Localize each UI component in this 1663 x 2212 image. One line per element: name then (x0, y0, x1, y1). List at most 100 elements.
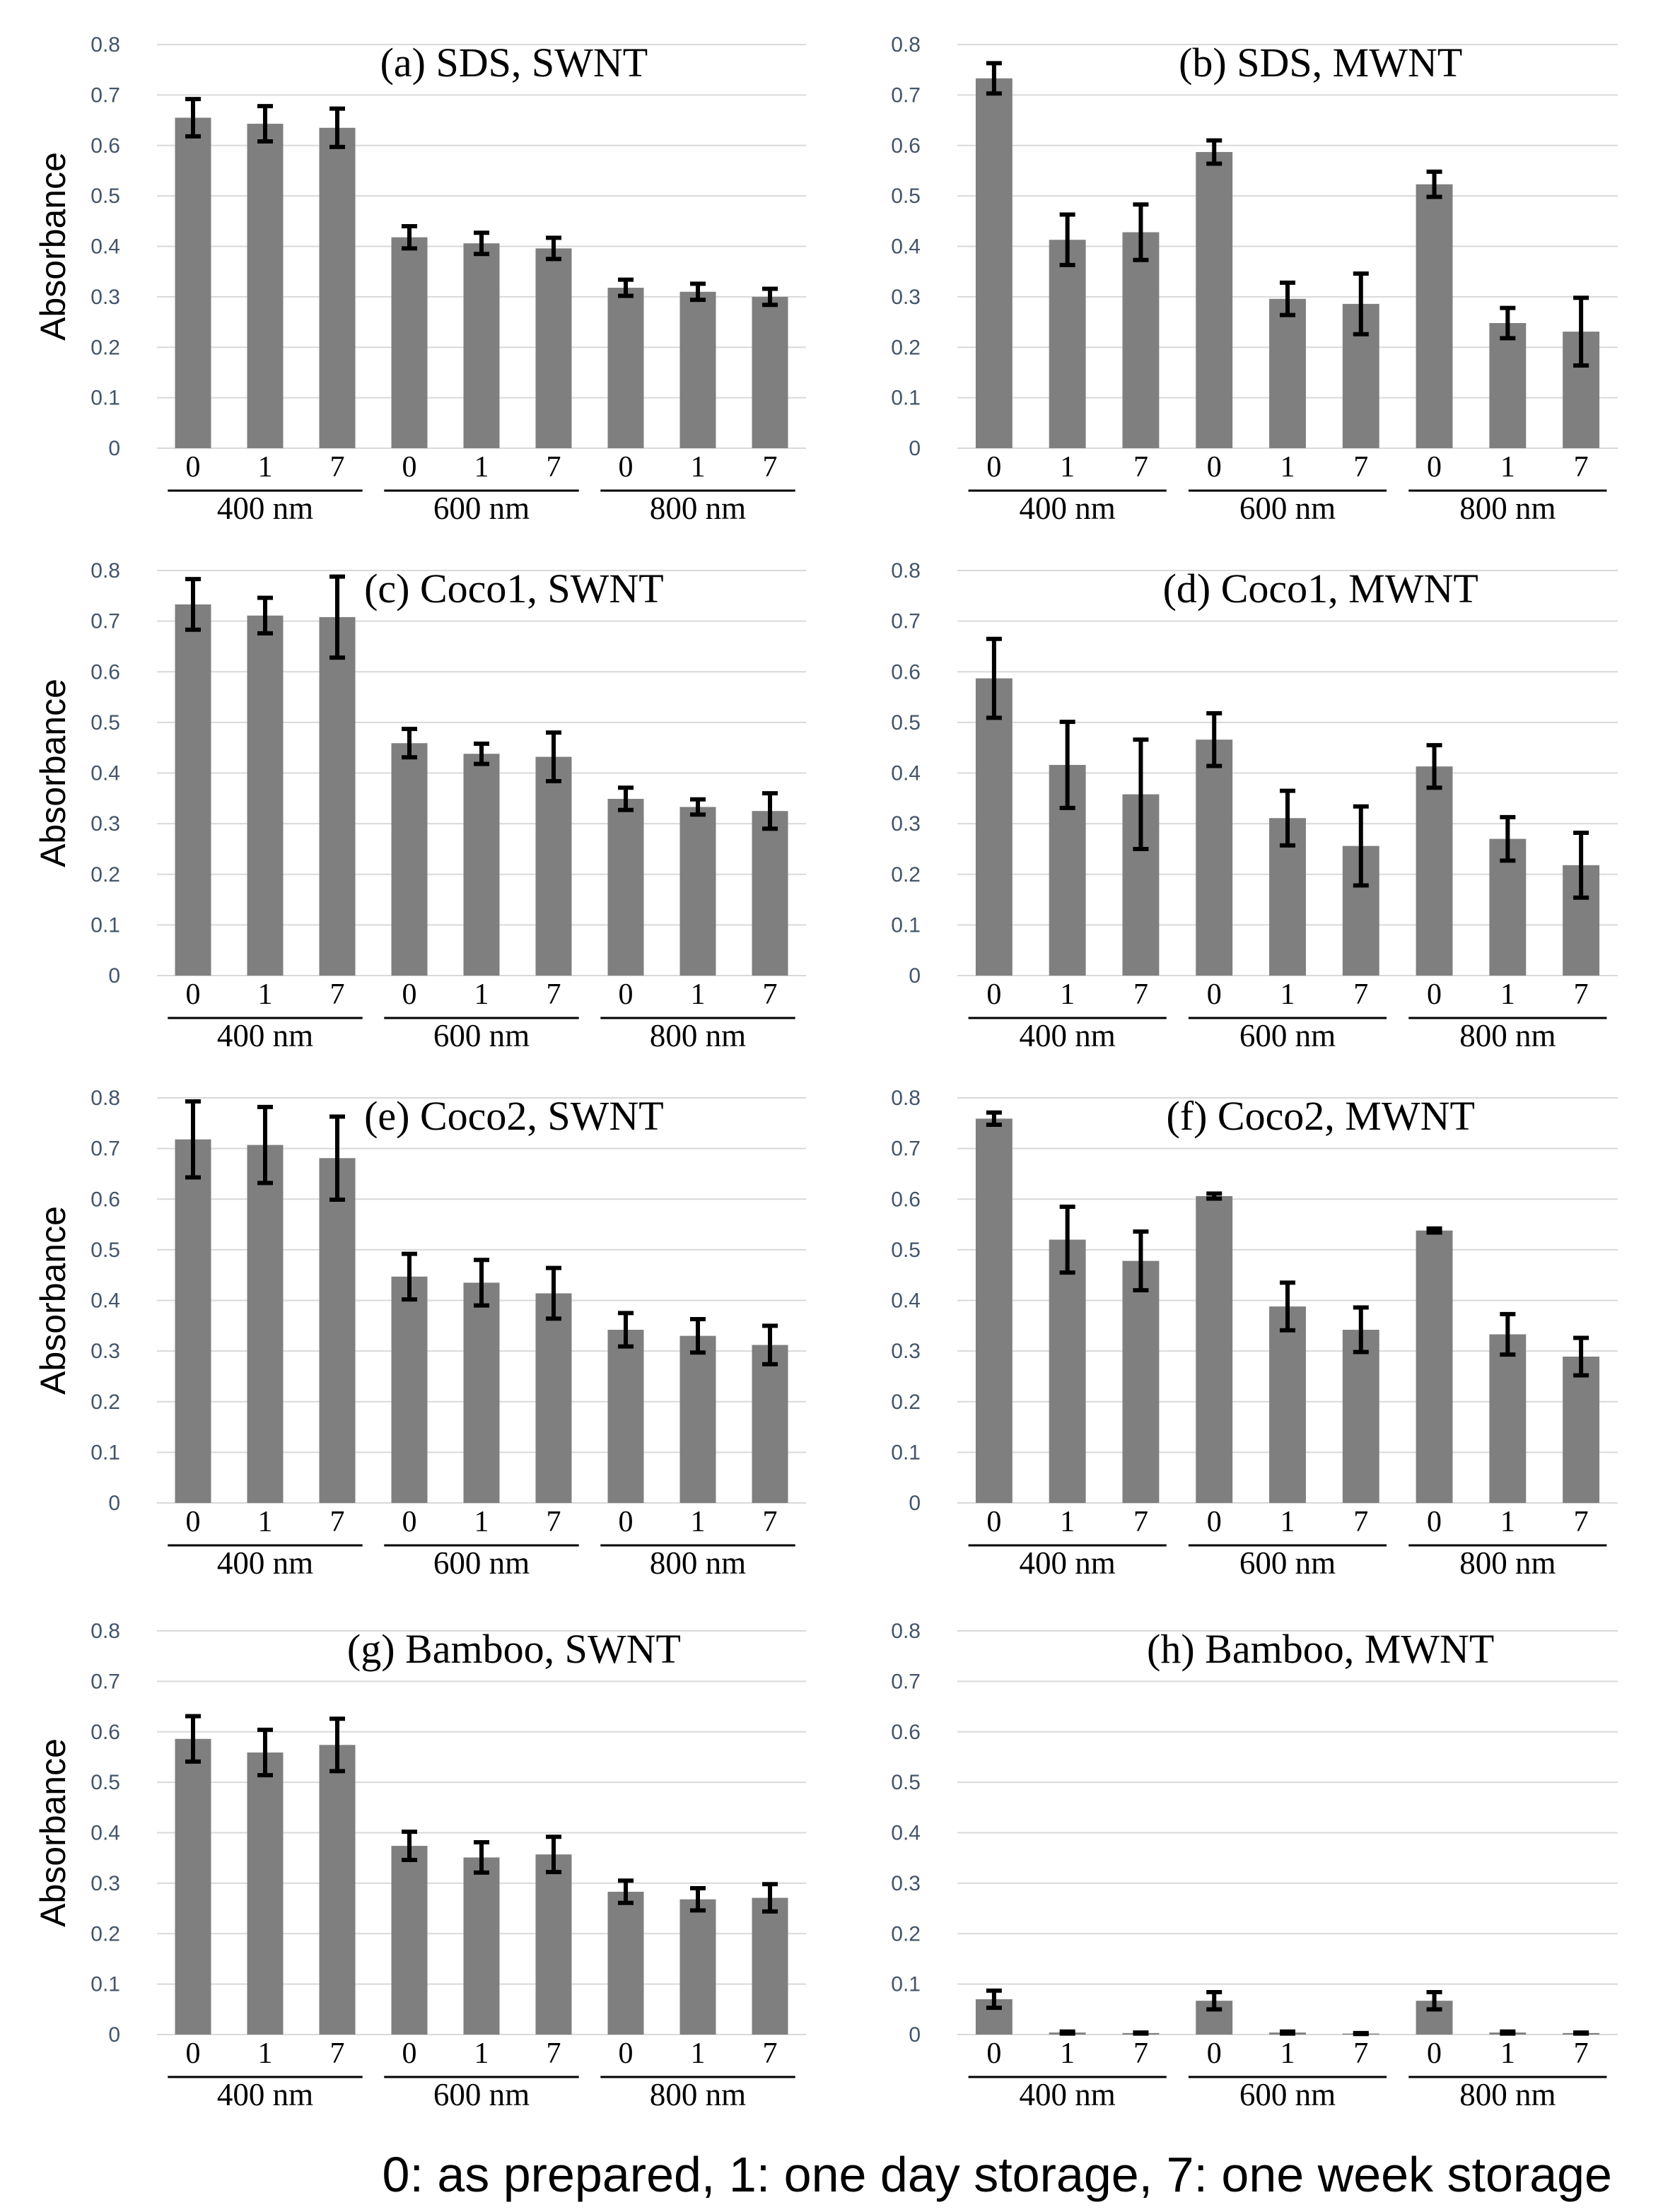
error-bar (1133, 2030, 1149, 2036)
y-tick-label: 0.1 (891, 387, 921, 410)
bar (391, 237, 428, 448)
x-group-label: 400 nm (1020, 1545, 1116, 1581)
x-category-label: 0 (1207, 2037, 1222, 2070)
x-category-label: 7 (1574, 978, 1589, 1011)
bar (319, 127, 356, 449)
y-axis-label: Absorbance (33, 152, 73, 341)
error-bar (257, 104, 273, 144)
error-bar (329, 106, 345, 149)
x-category-label: 0 (186, 1506, 201, 1538)
bar (607, 1892, 644, 2035)
x-category-label: 0 (1207, 1506, 1222, 1538)
bar (752, 811, 788, 976)
x-category-label: 0 (402, 2037, 417, 2070)
error-bar (690, 281, 706, 303)
x-group-label: 600 nm (1239, 1545, 1336, 1581)
x-group-label: 800 nm (1459, 1018, 1556, 1053)
error-bar (1280, 788, 1295, 848)
x-category-label: 0 (986, 451, 1001, 484)
y-tick-label: 0 (108, 964, 120, 988)
error-bar (986, 636, 1002, 720)
y-tick-label: 0.6 (891, 1188, 921, 1211)
x-group-label: 800 nm (1459, 491, 1556, 526)
y-tick-label: 0.7 (891, 1137, 921, 1161)
x-category-label: 7 (1133, 1506, 1148, 1538)
bar (1122, 1260, 1160, 1503)
y-tick-label: 0.8 (891, 1087, 921, 1110)
x-category-label: 1 (474, 1506, 489, 1538)
panel-title: (f) Coco2, MWNT (1166, 1093, 1475, 1139)
y-tick-label: 0.3 (91, 1340, 120, 1363)
error-bar (1133, 737, 1149, 851)
y-tick-label: 0 (909, 2023, 921, 2047)
panel-f: 0 0.1 0.2 0.3 0.4 0.5 0.6 0.7 0.8 0 1 7 400 nm 0 1 7 600… (891, 1087, 1618, 1581)
bar (1416, 184, 1453, 448)
y-tick-label: 0.2 (891, 863, 921, 886)
error-bar (762, 1323, 778, 1367)
error-bar (329, 574, 345, 660)
x-category-label: 1 (258, 978, 273, 1011)
error-bar (986, 1988, 1002, 2011)
x-category-label: 7 (1353, 1506, 1368, 1538)
x-category-label: 1 (1500, 451, 1515, 484)
x-category-label: 7 (330, 2037, 345, 2070)
y-tick-label: 0.7 (91, 83, 120, 107)
bar (1196, 1195, 1233, 1503)
y-tick-label: 0.2 (91, 1391, 120, 1414)
error-bar (402, 1251, 417, 1302)
y-tick-label: 0.6 (91, 1188, 120, 1211)
bar (975, 78, 1013, 449)
bar (1416, 766, 1453, 976)
bar (679, 291, 716, 448)
bar (1049, 240, 1086, 448)
error-bar (1206, 1191, 1223, 1201)
error-bar (402, 1830, 417, 1863)
x-group-label: 400 nm (1020, 491, 1116, 526)
bar (1342, 1330, 1379, 1503)
y-tick-label: 0.8 (91, 1620, 120, 1643)
x-group-label: 400 nm (1020, 2077, 1116, 2112)
bar (535, 1854, 572, 2035)
x-category-label: 0 (186, 451, 201, 484)
y-tick-label: 0.4 (91, 235, 120, 259)
error-bar (1500, 814, 1516, 863)
y-tick-label: 0.8 (891, 1620, 921, 1643)
y-tick-label: 0.4 (891, 762, 921, 785)
y-axis-label: Absorbance (33, 679, 73, 867)
bar (391, 1846, 428, 2035)
x-category-label: 7 (547, 1506, 561, 1538)
x-category-label: 0 (186, 2037, 201, 2070)
x-category-label: 1 (1500, 2037, 1515, 2070)
y-tick-label: 0.2 (891, 1391, 921, 1414)
y-tick-label: 0.4 (891, 235, 921, 259)
panel-e: 0 0.1 0.2 0.3 0.4 0.5 0.6 0.7 0.8 Absorbance 0 1 7 40… (33, 1087, 806, 1581)
x-group-label: 600 nm (433, 1545, 530, 1581)
error-bar (1573, 295, 1589, 368)
x-group-label: 600 nm (433, 1018, 530, 1053)
x-group-label: 400 nm (217, 2077, 313, 2112)
error-bar (1059, 1204, 1075, 1275)
x-category-label: 1 (1280, 451, 1295, 484)
x-category-label: 7 (1353, 978, 1368, 1011)
x-group-label: 800 nm (1459, 2077, 1556, 2112)
x-category-label: 1 (1500, 1506, 1515, 1538)
x-category-label: 7 (1353, 2037, 1368, 2070)
x-category-label: 1 (691, 2037, 706, 2070)
y-tick-label: 0.2 (91, 863, 120, 886)
y-tick-label: 0.1 (891, 1441, 921, 1464)
error-bar (329, 1114, 345, 1202)
x-category-label: 0 (619, 978, 634, 1011)
y-axis-label: Absorbance (33, 1206, 73, 1395)
x-category-label: 0 (402, 1506, 417, 1538)
y-tick-label: 0.6 (891, 1721, 921, 1744)
panel-c: 0 0.1 0.2 0.3 0.4 0.5 0.6 0.7 0.8 Absorbance 0 1 7 40… (33, 559, 806, 1053)
error-bar (1426, 1990, 1442, 2012)
y-tick-label: 0.8 (891, 33, 921, 57)
error-bar (986, 1110, 1002, 1127)
bar (247, 124, 284, 448)
x-category-label: 0 (1427, 978, 1442, 1011)
y-tick-label: 0.1 (91, 1441, 120, 1464)
error-bar (690, 1317, 706, 1355)
y-tick-label: 0.2 (891, 336, 921, 359)
